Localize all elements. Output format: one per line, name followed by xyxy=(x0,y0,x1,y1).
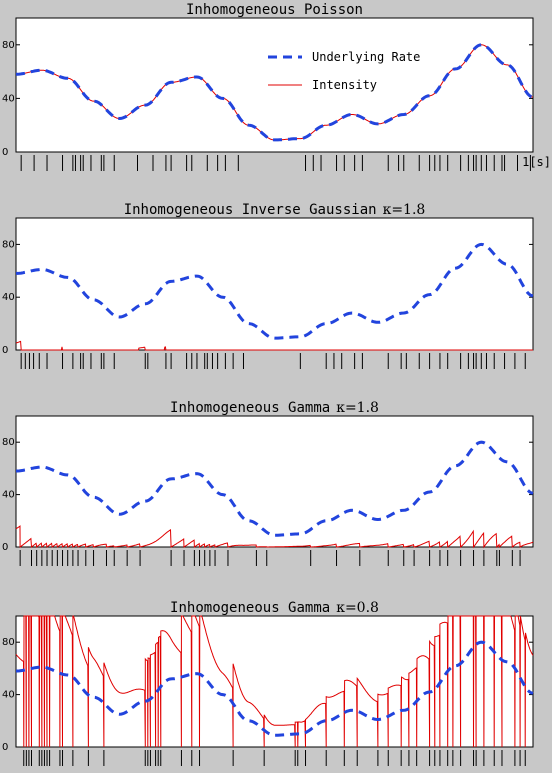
chart-panel-1: Inhomogeneous Poisson 0 40 80 1[s] Underlying… xyxy=(2,2,551,171)
plot-area xyxy=(15,615,534,748)
y-tick-label: 40 xyxy=(2,93,15,104)
underlying-rate-line xyxy=(16,242,534,340)
y-tick-label: 80 xyxy=(2,239,15,250)
y-tick-label: 80 xyxy=(2,637,15,648)
kappa-label: κ=0.8 xyxy=(336,600,379,616)
y-tick-label: 0 xyxy=(2,147,8,158)
plot-area xyxy=(15,415,534,548)
underlying-rate-line xyxy=(16,640,534,737)
y-tick-label: 80 xyxy=(2,40,15,51)
chart-title: Inhomogeneous Poisson xyxy=(186,2,363,18)
underlying-rate-line xyxy=(15,43,534,142)
chart-panel-3: Inhomogeneous Gamma κ=1.8 0 40 80 xyxy=(2,400,534,566)
intensity-line xyxy=(15,615,534,748)
x-axis-label: 1[s] xyxy=(522,155,551,169)
chart-title: Inhomogeneous Gamma κ=1.8 xyxy=(170,400,379,416)
legend-label-intensity: Intensity xyxy=(312,78,377,92)
underlying-rate-line xyxy=(16,440,534,537)
chart-title: Inhomogeneous Inverse Gaussian κ=1.8 xyxy=(124,202,426,218)
legend-label-rate: Underlying Rate xyxy=(312,50,420,64)
chart-title: Inhomogeneous Gamma κ=0.8 xyxy=(170,600,379,616)
plot-area xyxy=(15,217,534,351)
chart-panel-4: Inhomogeneous Gamma κ=0.8 0 40 80 xyxy=(2,600,534,766)
y-tick-label: 0 xyxy=(2,345,8,356)
kappa-label: κ=1.8 xyxy=(336,400,379,416)
chart-panel-2: Inhomogeneous Inverse Gaussian κ=1.8 0 40 80 xyxy=(2,202,534,369)
y-tick-label: 80 xyxy=(2,437,15,448)
intensity-line xyxy=(15,525,534,549)
kappa-label: κ=1.8 xyxy=(383,202,426,218)
legend: Underlying Rate Intensity xyxy=(268,50,420,92)
intensity-line xyxy=(15,340,533,351)
y-tick-label: 40 xyxy=(2,690,15,701)
y-tick-label: 0 xyxy=(2,742,8,753)
y-tick-label: 40 xyxy=(2,292,15,303)
y-tick-label: 0 xyxy=(2,542,8,553)
y-tick-label: 40 xyxy=(2,490,15,501)
